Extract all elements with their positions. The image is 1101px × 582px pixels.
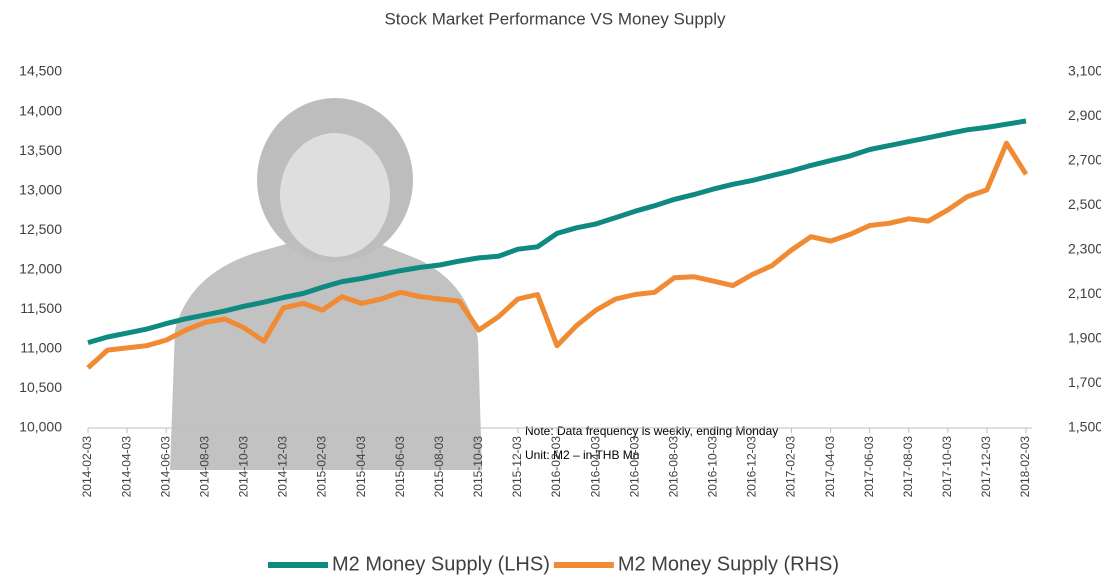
x-tick-label: 2017-06-03 [862, 436, 876, 498]
y2-tick-label: 3,100 [1068, 63, 1101, 79]
x-tick-label: 2016-02-03 [549, 436, 563, 498]
series-line [88, 121, 1026, 343]
x-tick-label: 2017-12-03 [979, 436, 993, 498]
chart: Stock Market Performance VS Money Supply… [0, 0, 1101, 577]
x-tick-label: 2014-04-03 [119, 436, 133, 498]
y-tick-label: 14,000 [19, 102, 62, 118]
x-tick-label: 2014-02-03 [80, 436, 94, 498]
y-tick-label: 12,000 [19, 260, 62, 276]
legend-label: M2 Money Supply (LHS) [332, 553, 550, 575]
legend-label: M2 Money Supply (RHS) [618, 553, 839, 575]
x-tick-label: 2015-06-03 [393, 436, 407, 498]
y-tick-label: 11,000 [20, 340, 62, 356]
y2-tick-label: 2,300 [1068, 241, 1101, 257]
x-tick-label: 2017-04-03 [823, 436, 837, 498]
x-tick-label: 2014-10-03 [237, 436, 251, 498]
y2-tick-label: 1,500 [1068, 419, 1101, 435]
x-tick-label: 2016-10-03 [706, 436, 720, 498]
y-tick-label: 13,500 [19, 142, 62, 158]
chart-title: Stock Market Performance VS Money Supply [384, 9, 726, 28]
x-tick-label: 2014-08-03 [197, 436, 211, 498]
y2-tick-label: 2,700 [1068, 152, 1101, 168]
x-tick-label: 2016-12-03 [745, 436, 759, 498]
y2-tick-label: 2,900 [1068, 107, 1101, 123]
x-tick-label: 2015-02-03 [315, 436, 329, 498]
annotation: Unit: M2 – in THB Mn [525, 448, 639, 462]
x-tick-label: 2016-04-03 [588, 436, 602, 498]
x-tick-label: 2016-06-03 [627, 436, 641, 498]
y2-tick-label: 1,700 [1068, 374, 1101, 390]
y2-tick-label: 1,900 [1068, 330, 1101, 346]
x-tick-label: 2017-02-03 [784, 436, 798, 498]
y-tick-label: 10,000 [19, 419, 62, 435]
y2-tick-label: 2,500 [1068, 196, 1101, 212]
y-tick-label: 11,500 [20, 300, 62, 316]
y-tick-label: 10,500 [19, 379, 62, 395]
y-tick-label: 12,500 [19, 221, 62, 237]
x-tick-label: 2014-12-03 [276, 436, 290, 498]
x-tick-label: 2015-08-03 [432, 436, 446, 498]
x-tick-label: 2015-10-03 [471, 436, 485, 498]
y-tick-label: 14,500 [19, 63, 62, 79]
x-tick-label: 2018-02-03 [1018, 436, 1032, 498]
y-tick-label: 13,000 [19, 181, 62, 197]
x-tick-label: 2014-06-03 [158, 436, 172, 498]
y2-tick-label: 2,100 [1068, 285, 1101, 301]
x-tick-label: 2017-10-03 [940, 436, 954, 498]
x-tick-label: 2015-12-03 [510, 436, 524, 498]
x-tick-label: 2016-08-03 [666, 436, 680, 498]
x-tick-label: 2017-08-03 [901, 436, 915, 498]
x-tick-label: 2015-04-03 [354, 436, 368, 498]
